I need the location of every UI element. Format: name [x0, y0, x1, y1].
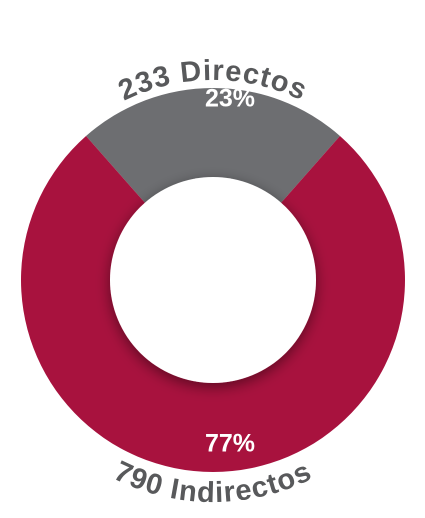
donut-segment	[20, 135, 405, 472]
donut	[20, 87, 405, 472]
donut-segment	[86, 87, 340, 205]
value-label: 23%	[205, 85, 255, 113]
donut-hole	[110, 177, 316, 383]
value-label: 77%	[205, 430, 255, 458]
